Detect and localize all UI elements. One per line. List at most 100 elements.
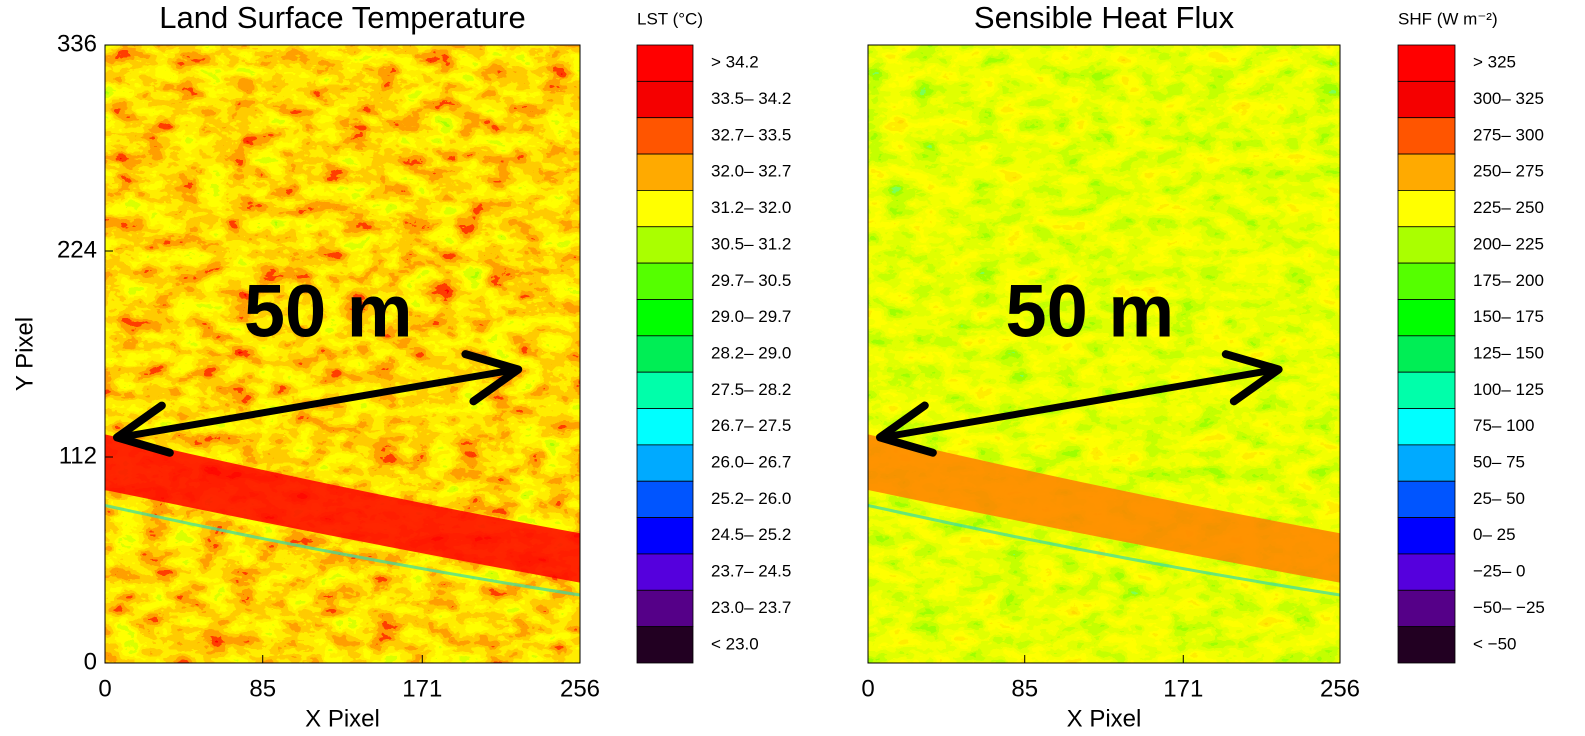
legend-swatch [1397,335,1456,373]
legend-swatch [1397,371,1456,409]
raster-edge [105,503,580,597]
legend-swatch [1397,444,1456,482]
legend-swatch [1397,80,1456,119]
x-axis-label: X Pixel [1067,705,1142,732]
x-tick-label: 256 [1320,675,1360,702]
x-tick-label: 171 [402,675,442,702]
legend-label: 30.5– 31.2 [711,234,791,253]
legend-swatch [636,44,694,82]
legend-label: 150– 175 [1473,307,1544,326]
annotation: 50 m [1006,269,1175,352]
legend-swatch [636,190,694,228]
legend-swatch [636,299,694,337]
legend-swatch [636,371,694,409]
legend-swatch [1397,589,1456,628]
legend-swatch [636,553,694,591]
legend-label: > 34.2 [711,53,759,72]
arrow-head [1221,350,1283,406]
plot-frame [867,44,1341,664]
legend-label: 31.2– 32.0 [711,198,791,217]
x-axis-label: X Pixel [305,705,380,732]
legend-label: 26.0– 26.7 [711,453,791,472]
legend-label: −50– −25 [1473,598,1545,617]
legend-label: 33.5– 34.2 [711,89,791,108]
legend-swatch [1397,226,1456,264]
legend-label: > 325 [1473,53,1516,72]
legend-swatch [1397,190,1456,228]
raster [868,45,1340,663]
legend-swatch [1397,517,1456,555]
legend-swatch [636,80,694,119]
y-tick-label: 224 [57,236,97,263]
legend-label: 275– 300 [1473,125,1544,144]
legend-label: 32.7– 33.5 [711,125,791,144]
legend-swatch [636,117,694,155]
legend-label: 0– 25 [1473,525,1516,544]
legend-swatch [636,626,694,664]
chart-title: Sensible Heat Flux [974,0,1235,35]
y-tick-label: 112 [59,442,97,469]
legend-label: 23.0– 23.7 [711,598,791,617]
x-tick-label: 0 [861,675,874,702]
raster-field [868,45,1340,663]
legend-swatch [1397,262,1456,300]
legend-swatch [636,153,694,191]
x-tick-label: 85 [1011,675,1038,702]
arrow-head [113,401,174,457]
arrow-head [461,350,523,406]
legend-swatch [636,589,694,628]
raster-road [868,434,1340,583]
x-tick-label: 256 [560,675,600,702]
y-axis-label: Y Pixel [11,317,38,391]
legend-swatch [1397,299,1456,337]
legend-label: 300– 325 [1473,89,1544,108]
legend-label: < −50 [1473,634,1517,653]
legend-label: 50– 75 [1473,453,1525,472]
legend-label: 26.7– 27.5 [711,416,791,435]
legend-swatch [1397,44,1456,82]
legend-label: 32.0– 32.7 [711,162,791,181]
legend-label: 25.2– 26.0 [711,489,791,508]
legend-title: LST (°C) [637,9,703,28]
legend-swatch [636,262,694,300]
legend-label: 24.5– 25.2 [711,525,791,544]
legend-swatch [636,226,694,264]
legend-label: 23.7– 24.5 [711,562,791,581]
legend-swatch [636,408,694,446]
x-tick-label: 85 [249,675,276,702]
legend-swatch [636,444,694,482]
chart-title: Land Surface Temperature [159,0,526,35]
legend-label: 175– 200 [1473,271,1544,290]
legend-label: 27.5– 28.2 [711,380,791,399]
x-tick-label: 0 [98,675,111,702]
annotation: 50 m [244,269,413,352]
legend-swatch [1397,626,1456,664]
legend-title: SHF (W m⁻²) [1398,9,1498,28]
legend-label: −25– 0 [1473,562,1525,581]
y-tick-label: 336 [57,30,97,57]
legend-label: 200– 225 [1473,234,1544,253]
legend-swatch [636,335,694,373]
plot-frame [104,44,581,664]
arrow-head [876,401,937,457]
raster-field [105,45,580,663]
legend-label: 250– 275 [1473,162,1544,181]
raster [105,45,580,663]
legend-label: 75– 100 [1473,416,1534,435]
legend-label: 125– 150 [1473,343,1544,362]
legend-label: 29.0– 29.7 [711,307,791,326]
legend-label: 29.7– 30.5 [711,271,791,290]
legend-label: 225– 250 [1473,198,1544,217]
legend-label: 28.2– 29.0 [711,343,791,362]
legend-label: 25– 50 [1473,489,1525,508]
legend-swatch [1397,408,1456,446]
legend-label: 100– 125 [1473,380,1544,399]
legend-swatch [1397,153,1456,191]
raster-road [105,434,580,583]
legend-swatch [636,517,694,555]
raster-edge [868,503,1340,597]
legend-swatch [1397,480,1456,518]
legend-swatch [636,480,694,518]
legend-swatch [1397,553,1456,591]
x-tick-label: 171 [1163,675,1203,702]
